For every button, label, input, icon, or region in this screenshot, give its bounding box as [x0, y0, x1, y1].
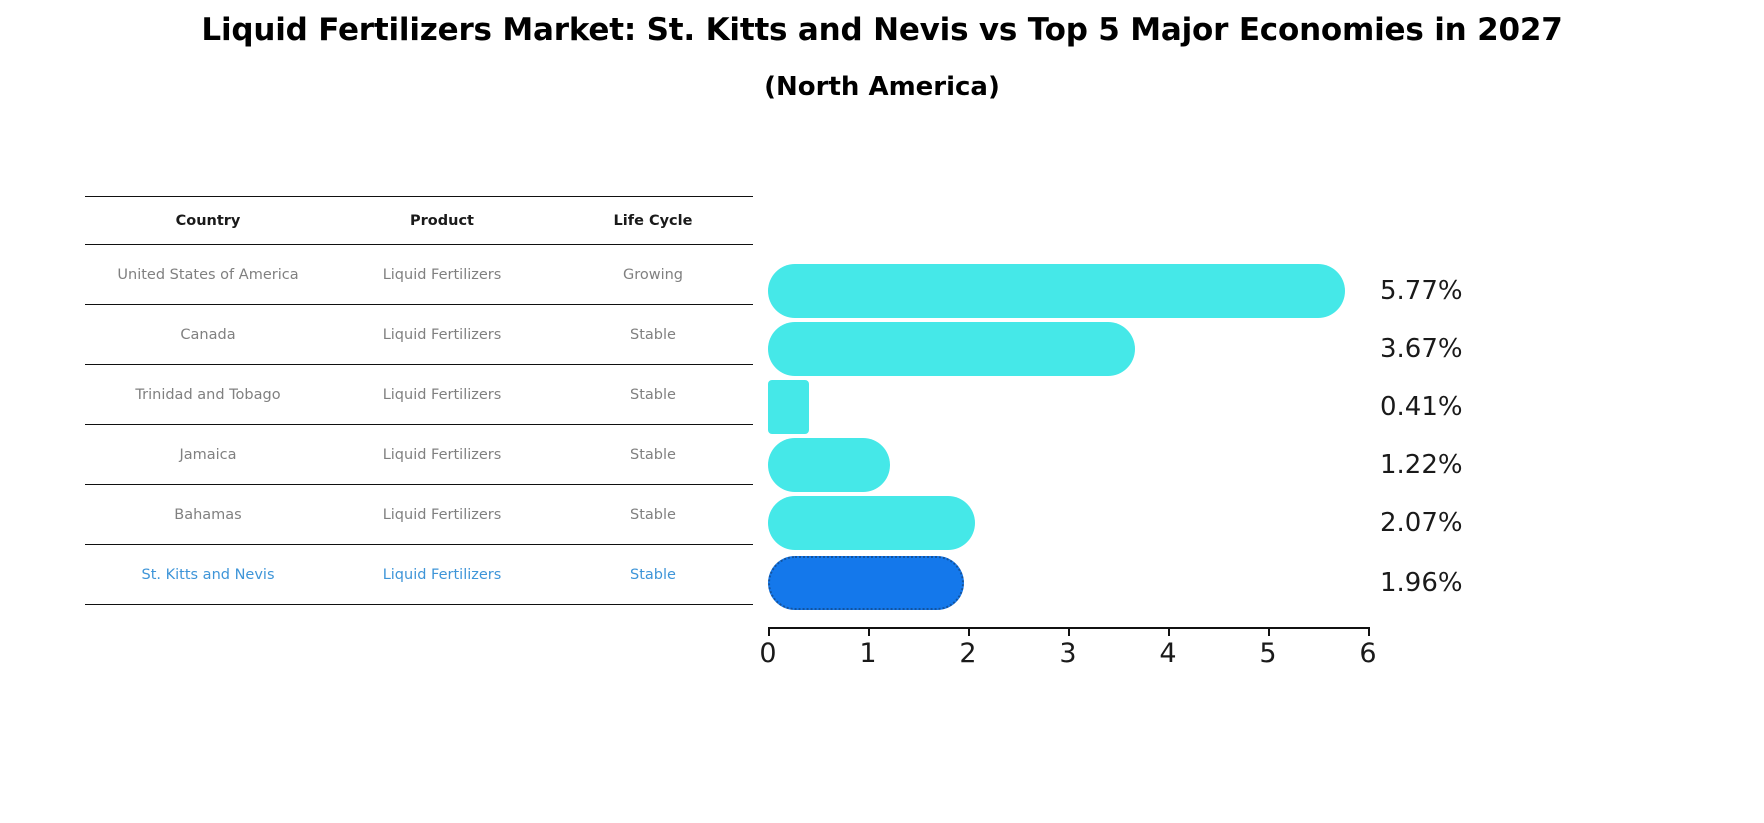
bar-value-label: 0.41% [1380, 392, 1463, 422]
cell-product: Liquid Fertilizers [331, 424, 553, 485]
bar [768, 438, 890, 492]
table-row: Canada Liquid Fertilizers Stable [85, 304, 753, 365]
country-table: Country Product Life Cycle United States… [85, 196, 753, 605]
x-axis-tick-label: 5 [1259, 638, 1277, 669]
cell-country: Bahamas [85, 484, 331, 545]
cell-country: United States of America [85, 244, 331, 305]
page-subtitle: (North America) [764, 72, 1000, 102]
cell-life-cycle: Stable [553, 544, 753, 605]
x-axis-tick [1368, 627, 1370, 636]
cell-life-cycle: Stable [553, 304, 753, 365]
bar-highlighted [768, 556, 964, 610]
x-axis-tick [968, 627, 970, 636]
x-axis-tick [1068, 627, 1070, 636]
bar-track [768, 556, 964, 610]
column-header-country: Country [85, 196, 331, 245]
cell-product: Liquid Fertilizers [331, 244, 553, 305]
cell-country: St. Kitts and Nevis [85, 544, 331, 605]
x-axis-tick-label: 2 [959, 638, 977, 669]
cell-life-cycle: Stable [553, 424, 753, 485]
bar-value-label: 2.07% [1380, 508, 1463, 538]
x-axis-tick-label: 4 [1159, 638, 1177, 669]
cell-life-cycle: Stable [553, 484, 753, 545]
column-header-product: Product [331, 196, 553, 245]
bar-value-label: 1.22% [1380, 450, 1463, 480]
cell-life-cycle: Stable [553, 364, 753, 425]
column-header-life-cycle: Life Cycle [553, 196, 753, 245]
cell-product: Liquid Fertilizers [331, 304, 553, 365]
cell-product: Liquid Fertilizers [331, 364, 553, 425]
table-body: United States of America Liquid Fertilize… [85, 244, 753, 605]
page-title: Liquid Fertilizers Market: St. Kitts and… [201, 12, 1563, 48]
cell-country: Jamaica [85, 424, 331, 485]
x-axis-tick-label: 0 [759, 638, 777, 669]
x-axis-tick [1168, 627, 1170, 636]
table-row: Jamaica Liquid Fertilizers Stable [85, 424, 753, 485]
x-axis: 0 1 2 3 4 5 6 [759, 627, 1377, 687]
x-axis-tick [868, 627, 870, 636]
x-axis-tick-label: 3 [1059, 638, 1077, 669]
country-table-panel: Country Product Life Cycle United States… [85, 196, 753, 605]
bar [768, 380, 809, 434]
bar [768, 264, 1345, 318]
x-axis-line [768, 627, 1368, 629]
cell-life-cycle: Growing [553, 244, 753, 305]
x-axis-tick [768, 627, 770, 636]
cell-country: Canada [85, 304, 331, 365]
bar-track [768, 438, 890, 492]
bar-track [768, 496, 975, 550]
cell-product: Liquid Fertilizers [331, 484, 553, 545]
table-row: United States of America Liquid Fertilize… [85, 244, 753, 305]
bar-value-label: 5.77% [1380, 276, 1463, 306]
bar [768, 496, 975, 550]
bar-track [768, 380, 809, 434]
chart-title-block: Liquid Fertilizers Market: St. Kitts and… [0, 8, 1764, 108]
table-row: Trinidad and Tobago Liquid Fertilizers Sta… [85, 364, 753, 425]
x-axis-tick-label: 1 [859, 638, 877, 669]
bar [768, 322, 1135, 376]
bar-track [768, 322, 1135, 376]
bar-track [768, 264, 1345, 318]
table-row: Bahamas Liquid Fertilizers Stable [85, 484, 753, 545]
table-row: St. Kitts and Nevis Liquid Fertilizers Sta… [85, 544, 753, 605]
cell-country: Trinidad and Tobago [85, 364, 331, 425]
cell-product: Liquid Fertilizers [331, 544, 553, 605]
bar-value-label: 1.96% [1380, 568, 1463, 598]
x-axis-tick-label: 6 [1359, 638, 1377, 669]
bar-value-label: 3.67% [1380, 334, 1463, 364]
table-header-row: Country Product Life Cycle [85, 196, 753, 245]
x-axis-tick [1268, 627, 1270, 636]
